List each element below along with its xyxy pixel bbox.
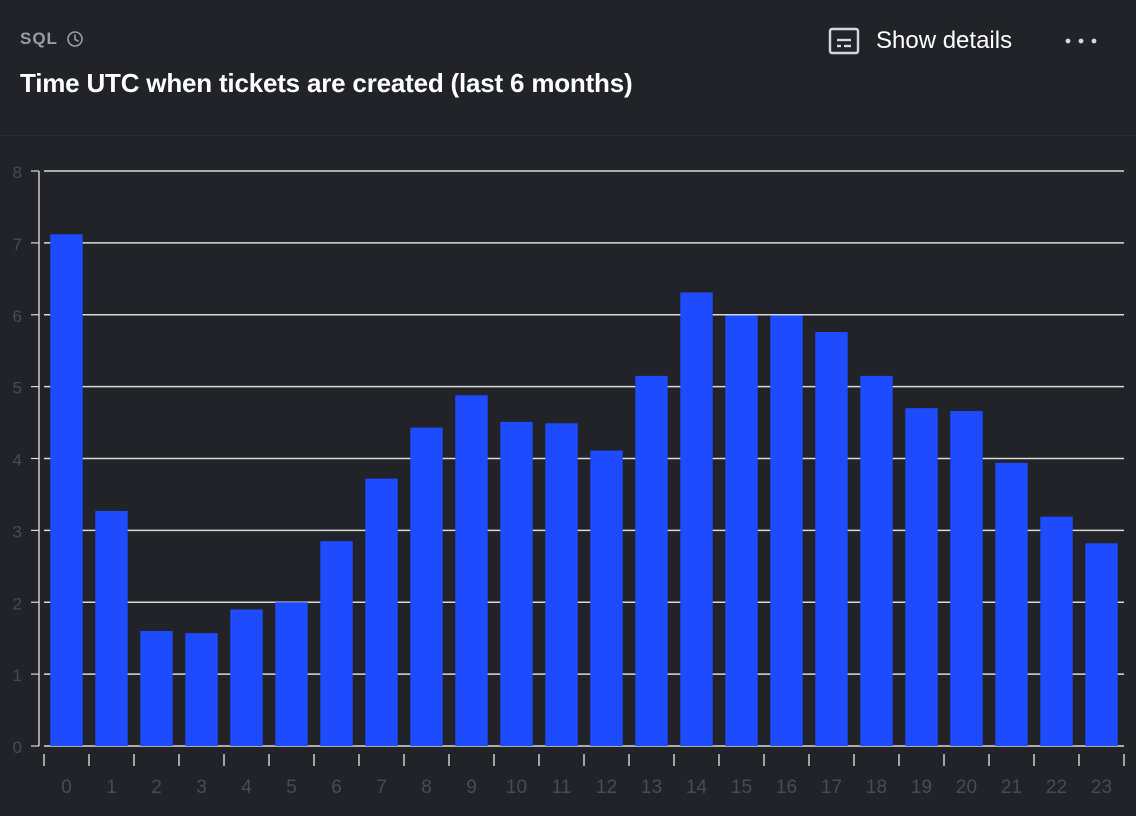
y-tick-label: 1 <box>13 666 22 685</box>
x-tick-label: 16 <box>776 777 797 798</box>
bar <box>1085 543 1118 746</box>
y-tick-label: 7 <box>13 235 22 254</box>
card-header: SQL Time UTC when tickets are created (l… <box>0 0 1136 136</box>
bar <box>275 602 308 746</box>
bar <box>950 411 983 746</box>
bar <box>365 478 398 746</box>
x-tick-label: 12 <box>596 777 617 798</box>
bar <box>590 450 623 746</box>
x-tick-label: 22 <box>1046 777 1067 798</box>
x-tick-label: 19 <box>911 777 932 798</box>
x-tick-label: 20 <box>956 777 977 798</box>
x-tick-label: 14 <box>686 777 708 798</box>
x-tick-label: 10 <box>506 777 527 798</box>
y-tick-label: 0 <box>13 738 22 757</box>
bar <box>860 375 893 746</box>
x-tick-label: 0 <box>61 777 72 798</box>
x-tick-label: 17 <box>821 777 842 798</box>
x-tick-label: 9 <box>466 777 477 798</box>
bar <box>185 633 218 746</box>
chart-title: Time UTC when tickets are created (last … <box>20 68 633 98</box>
x-tick-label: 15 <box>731 777 752 798</box>
x-tick-label: 6 <box>331 777 342 798</box>
x-tick-label: 1 <box>106 777 117 798</box>
bar <box>410 427 443 746</box>
bar <box>770 315 803 746</box>
bar <box>455 395 488 746</box>
source-meta: SQL <box>20 29 84 49</box>
y-tick-label: 5 <box>13 379 22 398</box>
y-tick-label: 4 <box>13 451 22 470</box>
x-tick-label: 4 <box>241 777 252 798</box>
bar <box>635 375 668 746</box>
y-tick-label: 6 <box>13 307 22 326</box>
bar <box>50 234 83 746</box>
bar <box>1040 516 1073 746</box>
y-tick-label: 2 <box>13 594 22 613</box>
bar <box>905 408 938 746</box>
x-tick-label: 5 <box>286 777 297 798</box>
x-tick-label: 23 <box>1091 777 1112 798</box>
bar <box>95 510 128 746</box>
details-panel-icon <box>828 27 860 55</box>
x-tick-label: 21 <box>1001 777 1022 798</box>
source-label: SQL <box>20 29 58 48</box>
bar <box>500 421 533 746</box>
x-tick-label: 18 <box>866 777 887 798</box>
y-tick-label: 8 <box>13 163 22 182</box>
bar <box>815 332 848 746</box>
bar <box>140 631 173 746</box>
x-tick-label: 3 <box>196 777 207 798</box>
x-tick-label: 2 <box>151 777 162 798</box>
show-details-button[interactable]: Show details <box>828 24 1012 58</box>
bar <box>545 423 578 746</box>
more-dots-icon <box>1065 38 1097 44</box>
chart-area: 0 1 2 3 4 5 6 7 8 0 1 2 3 4 5 6 7 8 9 10 11 12 13 14 15 16 17 18 19 2… <box>0 137 1136 816</box>
show-details-label: Show details <box>876 27 1013 54</box>
bar <box>680 292 713 746</box>
bar <box>725 315 758 746</box>
y-tick-label: 3 <box>13 522 22 541</box>
more-options-button[interactable] <box>1062 26 1102 56</box>
bar <box>320 541 353 746</box>
clock-icon[interactable] <box>66 30 84 48</box>
x-tick-label: 11 <box>552 777 572 798</box>
x-tick-label: 13 <box>641 777 662 798</box>
x-tick-label: 8 <box>421 777 432 798</box>
bar <box>995 462 1028 746</box>
bar <box>230 609 263 746</box>
x-tick-label: 7 <box>376 777 387 798</box>
